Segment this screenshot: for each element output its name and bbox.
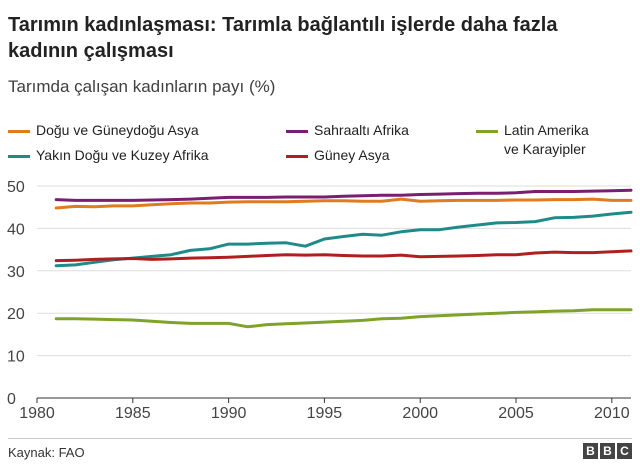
series-line <box>54 308 633 329</box>
x-tick-label: 2000 <box>402 405 438 422</box>
y-tick-label: 10 <box>7 349 25 366</box>
x-tick-label: 1985 <box>115 405 151 422</box>
bbc-logo-letter: B <box>600 443 615 459</box>
chart-title: Tarımın kadınlaşması: Tarımla bağlantılı… <box>8 14 558 62</box>
legend-label: Latin Amerika ve Karayipler <box>504 122 589 157</box>
legend-swatch <box>286 155 308 158</box>
legend-swatch <box>8 130 30 133</box>
chart-subtitle: Tarımda çalışan kadınların payı (%) <box>8 77 276 96</box>
y-tick-label: 50 <box>7 179 25 196</box>
legend-label: Doğu ve Güneydoğu Asya <box>36 122 199 138</box>
x-tick-label: 1980 <box>19 405 55 422</box>
source-note: Kaynak: FAO <box>8 445 85 460</box>
legend-label: Yakın Doğu ve Kuzey Afrika <box>36 147 209 163</box>
legend-swatch <box>476 130 498 133</box>
x-tick-label: 2005 <box>498 405 534 422</box>
series-line <box>54 188 633 202</box>
legend-label: Sahraaltı Afrika <box>314 122 409 138</box>
y-tick-label: 0 <box>7 391 16 408</box>
series-line <box>54 210 633 268</box>
y-tick-label: 40 <box>7 221 25 238</box>
chart-legend: Doğu ve Güneydoğu Asya Yakın Doğu ve Kuz… <box>0 118 640 178</box>
series-line <box>54 197 633 210</box>
bbc-logo: B B C <box>583 443 632 459</box>
legend-swatch <box>8 155 30 158</box>
series-line <box>54 249 633 263</box>
legend-label: Güney Asya <box>314 147 390 163</box>
legend-swatch <box>286 130 308 133</box>
footer-divider <box>8 438 632 439</box>
bbc-logo-letter: B <box>583 443 598 459</box>
x-tick-label: 1990 <box>211 405 247 422</box>
x-tick-label: 1995 <box>307 405 343 422</box>
y-tick-label: 20 <box>7 306 25 323</box>
bbc-logo-letter: C <box>617 443 632 459</box>
y-tick-label: 30 <box>7 264 25 281</box>
x-tick-label: 2010 <box>594 405 630 422</box>
